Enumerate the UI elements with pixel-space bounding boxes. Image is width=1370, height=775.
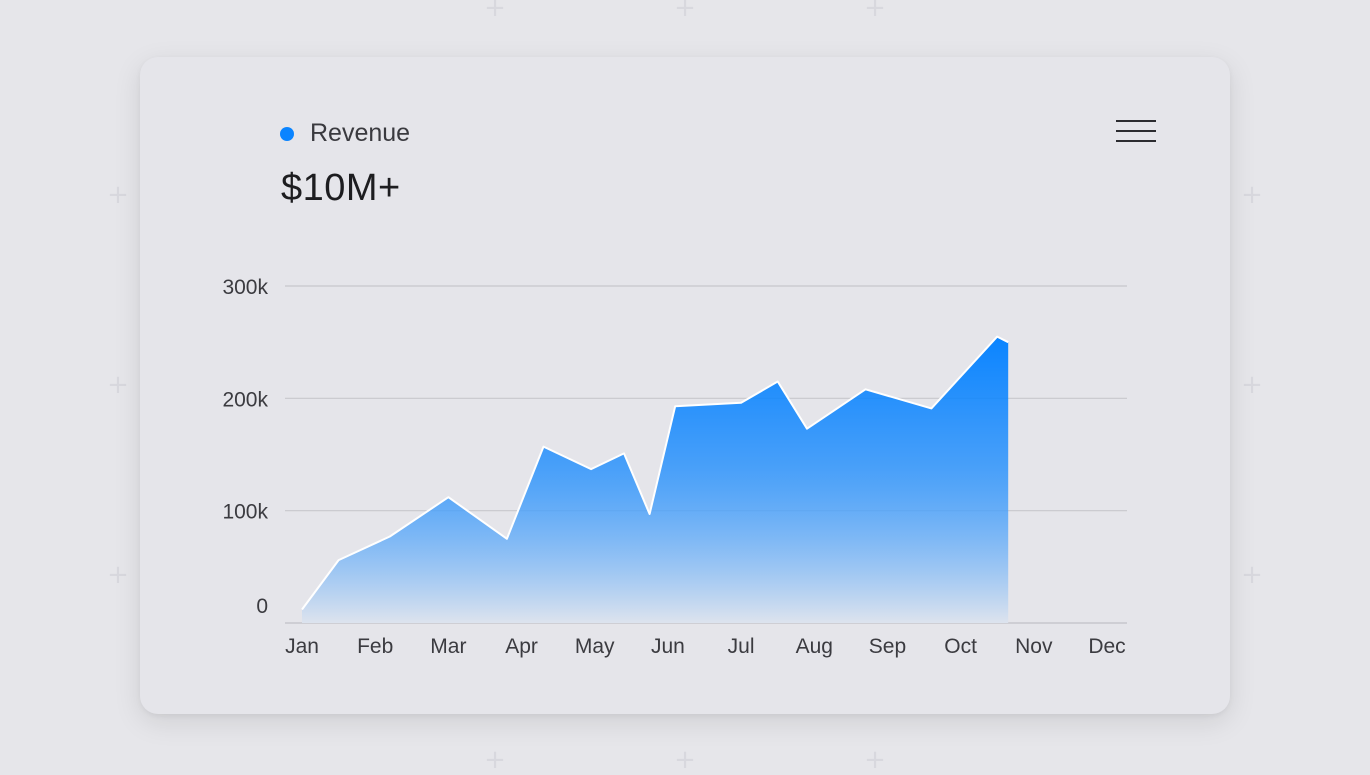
legend-dot-icon: [280, 126, 294, 141]
x-tick-label: Dec: [1088, 635, 1125, 658]
revenue-area-chart: 0 100k 200k 300k Jan Feb Mar Apr May Jun Jul Aug Sep…: [222, 276, 1127, 658]
revenue-area: [302, 336, 1009, 623]
y-tick-label: 0: [256, 595, 268, 618]
x-tick-label: Oct: [944, 635, 977, 658]
legend: Revenue: [280, 119, 410, 148]
x-tick-label: Aug: [796, 635, 833, 658]
y-tick-label: 200k: [222, 388, 268, 411]
headline-value: $10M+: [281, 167, 401, 209]
x-tick-label: Sep: [869, 635, 906, 658]
x-tick-label: May: [575, 635, 615, 658]
revenue-card: Revenue $10M+ 0 100k 200k 300k Jan Feb Mar Apr M…: [140, 57, 1230, 714]
x-tick-label: Jul: [728, 635, 755, 658]
y-tick-label: 100k: [222, 501, 268, 524]
x-tick-label: Jun: [651, 635, 685, 658]
x-tick-label: Jan: [285, 635, 319, 658]
legend-label: Revenue: [310, 119, 411, 147]
x-tick-label: Mar: [430, 635, 466, 658]
revenue-line: [301, 335, 1009, 611]
hamburger-menu-icon[interactable]: [1114, 117, 1158, 147]
x-tick-label: Nov: [1015, 635, 1053, 658]
x-tick-label: Apr: [505, 635, 538, 658]
y-tick-label: 300k: [222, 276, 268, 299]
x-tick-label: Feb: [357, 635, 393, 658]
